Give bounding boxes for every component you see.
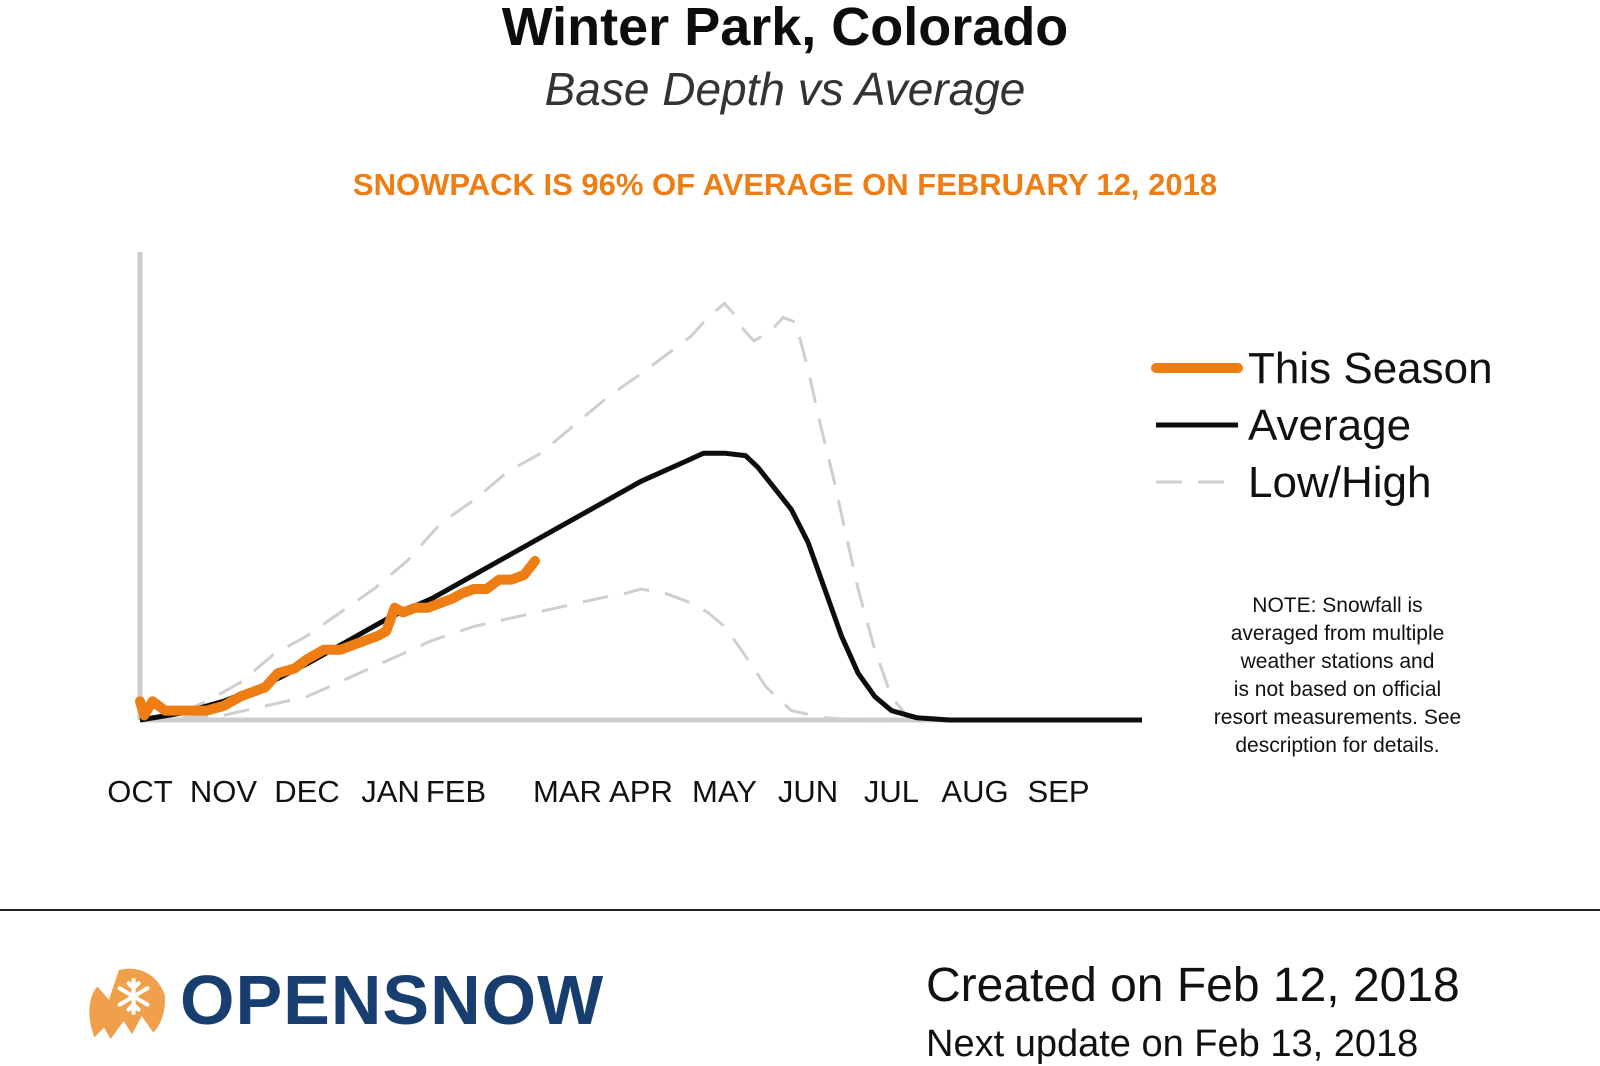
series-low-line	[139, 587, 1142, 722]
snowpack-headline: SNOWPACK IS 96% OF AVERAGE ON FEBRUARY 1…	[352, 167, 1218, 202]
x-tick-label: SEP	[1027, 774, 1089, 809]
series-high-line	[139, 301, 1142, 722]
logo-snowflake	[117, 977, 150, 1015]
x-tick-label: JUL	[864, 774, 919, 809]
x-tick-label: MAY	[692, 774, 757, 809]
logo-mountain-shape	[89, 968, 166, 1040]
chart-series	[135, 301, 1142, 723]
note-line: resort measurements. See	[1213, 706, 1462, 729]
note-line: averaged from multiple	[1230, 622, 1445, 645]
snowflake-mountain-icon	[89, 968, 166, 1040]
chart-title: Winter Park, Colorado	[501, 0, 1069, 57]
x-tick-label: NOV	[190, 774, 258, 809]
legend-label: Low/High	[1248, 458, 1431, 507]
series-this-season-line	[135, 555, 540, 721]
x-axis-ticks: OCT NOV DEC JAN FEB MAR APR MAY JUN JUL AUG SEP	[107, 774, 1089, 809]
x-tick-label: JAN	[361, 774, 420, 809]
brand-wordmark: OPENSNOW	[180, 961, 605, 1039]
footer-divider	[0, 909, 1600, 911]
note-line: description for details.	[1235, 734, 1440, 757]
chart-legend: This Season Average Low/High	[1151, 344, 1493, 507]
chart-axes	[137, 252, 1142, 723]
x-tick-label: APR	[609, 774, 673, 809]
created-date: Created on Feb 12, 2018	[926, 959, 1460, 1012]
x-tick-label: MAR	[533, 774, 602, 809]
x-tick-label: DEC	[274, 774, 339, 809]
legend-label: This Season	[1248, 344, 1493, 393]
x-tick-label: OCT	[107, 774, 173, 809]
snowfall-note: NOTE: Snowfall is averaged from multiple…	[1195, 592, 1480, 760]
x-tick-label: FEB	[426, 774, 486, 809]
note-line: NOTE: Snowfall is	[1252, 594, 1423, 617]
next-update-date: Next update on Feb 13, 2018	[926, 1023, 1419, 1065]
chart-subtitle: Base Depth vs Average	[544, 63, 1026, 115]
series-average-line	[139, 450, 1142, 723]
x-tick-label: AUG	[941, 774, 1008, 809]
x-tick-label: JUN	[778, 774, 838, 809]
note-line: weather stations and	[1240, 650, 1435, 673]
note-line: is not based on official	[1233, 678, 1442, 701]
legend-label: Average	[1248, 401, 1411, 450]
base-depth-chart: OCT NOV DEC JAN FEB MAR APR MAY JUN JUL AUG SEP Thi…	[107, 252, 1493, 809]
